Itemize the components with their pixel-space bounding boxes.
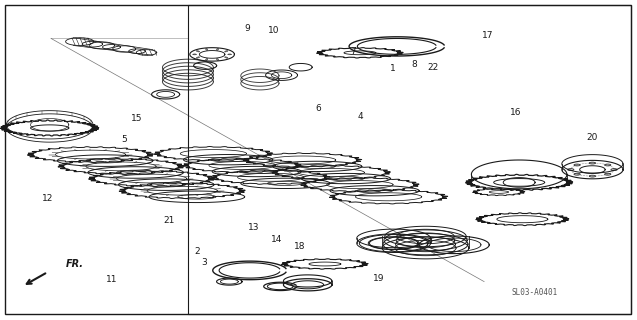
Text: 10: 10 xyxy=(268,26,280,35)
Ellipse shape xyxy=(206,48,208,50)
Text: 15: 15 xyxy=(131,114,143,123)
Ellipse shape xyxy=(206,59,208,60)
Bar xyxy=(188,5,631,314)
Text: 17: 17 xyxy=(482,31,493,40)
Ellipse shape xyxy=(589,162,596,164)
Text: 3: 3 xyxy=(201,258,207,267)
Text: 5: 5 xyxy=(121,135,127,144)
Text: FR.: FR. xyxy=(66,259,83,269)
Text: 14: 14 xyxy=(271,236,283,244)
Text: 13: 13 xyxy=(248,223,259,232)
Ellipse shape xyxy=(217,48,218,50)
Text: SL03-A0401: SL03-A0401 xyxy=(512,288,558,297)
Text: 22: 22 xyxy=(427,63,439,72)
Text: 8: 8 xyxy=(411,60,417,68)
Ellipse shape xyxy=(611,169,617,171)
Ellipse shape xyxy=(605,173,611,175)
Text: 20: 20 xyxy=(587,133,598,142)
Text: 18: 18 xyxy=(294,242,305,251)
Text: 2: 2 xyxy=(195,247,200,256)
Text: 6: 6 xyxy=(315,104,322,113)
Text: 9: 9 xyxy=(244,24,250,33)
Ellipse shape xyxy=(225,51,228,52)
Ellipse shape xyxy=(574,164,580,166)
Text: 11: 11 xyxy=(106,276,117,284)
Text: 4: 4 xyxy=(357,112,362,121)
Text: 7: 7 xyxy=(350,47,357,56)
Ellipse shape xyxy=(574,173,580,175)
Ellipse shape xyxy=(192,54,196,55)
Text: 1: 1 xyxy=(390,64,396,73)
Ellipse shape xyxy=(589,175,596,177)
Text: 21: 21 xyxy=(163,216,175,225)
Ellipse shape xyxy=(605,164,611,166)
Ellipse shape xyxy=(217,59,218,60)
Ellipse shape xyxy=(225,57,228,58)
Ellipse shape xyxy=(196,57,199,58)
Text: 12: 12 xyxy=(42,194,54,203)
Ellipse shape xyxy=(228,54,232,55)
Ellipse shape xyxy=(196,51,199,52)
Text: 16: 16 xyxy=(510,108,522,116)
Text: 19: 19 xyxy=(373,274,385,283)
Ellipse shape xyxy=(568,169,574,171)
